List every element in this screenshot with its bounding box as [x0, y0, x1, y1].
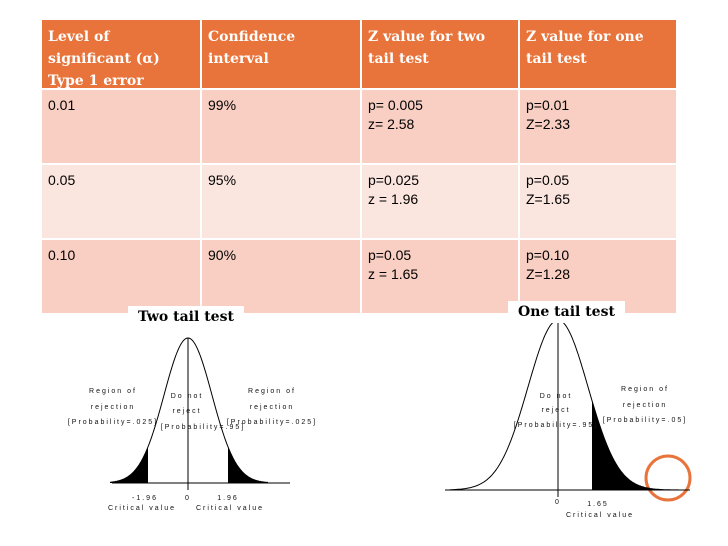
diagram-label: Critical value	[566, 512, 634, 519]
diagram-label: [Probability=.05]	[603, 417, 687, 424]
table-cell: Z value for two tail test	[362, 20, 520, 90]
table-row: Level of significant (α) Type 1 error Confi…	[42, 20, 678, 90]
cell-text: Level of	[48, 29, 110, 45]
diagram-label: [Probability=.95]	[514, 422, 598, 429]
diagram-label: rejection	[250, 404, 294, 411]
cell-text: Type 1 error	[48, 73, 144, 89]
diagram-label: 0	[185, 495, 191, 502]
diagram-label: Region of	[248, 388, 296, 395]
table-cell: p=0.01 Z=2.33	[520, 90, 678, 165]
cell-text: p=0.025	[368, 172, 419, 188]
diagram-label: Region of	[621, 386, 669, 393]
diagram-label: Do not	[540, 393, 573, 400]
cell-text: Z=2.33	[526, 116, 570, 132]
table-cell: 99%	[202, 90, 362, 165]
diagram-label: -1.96	[132, 495, 158, 502]
cell-text: 99%	[208, 97, 237, 113]
table-cell: Level of significant (α) Type 1 error	[42, 20, 202, 90]
cell-text: 90%	[208, 247, 237, 263]
diagram-label: reject	[172, 408, 201, 415]
cell-text: Z value for two	[368, 29, 486, 45]
table-cell: p=0.05 z = 1.65	[362, 240, 520, 315]
table-cell: 0.10	[42, 240, 202, 315]
cell-text: Z value for one	[526, 29, 644, 45]
cell-text: p= 0.005	[368, 97, 423, 113]
table-cell: p= 0.005 z= 2.58	[362, 90, 520, 165]
diagram-title: One tail test	[508, 301, 625, 323]
cell-text: z= 2.58	[368, 116, 415, 132]
cell-text: 0.01	[48, 97, 76, 113]
cell-text: tail test	[526, 51, 587, 67]
cell-text: p=0.10	[526, 247, 570, 263]
diagram-label: Critical value	[108, 505, 176, 512]
table-cell: 0.05	[42, 165, 202, 240]
table: Level of significant (α) Type 1 error Confi…	[42, 20, 678, 315]
table-cell: 95%	[202, 165, 362, 240]
diagram-label: 0	[555, 499, 561, 506]
diagram-label: rejection	[91, 404, 135, 411]
diagram-label: 1.96	[217, 495, 239, 502]
table-row: 0.05 95% p=0.025 z = 1.96 p=0.05 Z=1.65	[42, 165, 678, 240]
cell-text: 95%	[208, 172, 237, 188]
rejection-area	[592, 400, 680, 490]
diagram-label: Do not	[171, 393, 204, 400]
cell-text: 0.05	[48, 172, 76, 188]
table-cell: Confidence interval	[202, 20, 362, 90]
diagram-label: reject	[541, 407, 570, 414]
cell-text: Z=1.65	[526, 191, 570, 207]
cell-text: p=0.05	[526, 172, 570, 188]
diagram-label: rejection	[623, 402, 667, 409]
rejection-area	[228, 446, 268, 483]
cell-text: tail test	[368, 51, 429, 67]
diagram-label: [Probability=.025]	[68, 419, 158, 426]
table-row: 0.01 99% p= 0.005 z= 2.58 p=0.01 Z=2.33	[42, 90, 678, 165]
table-cell: Z value for one tail test	[520, 20, 678, 90]
diagram-label: Critical value	[196, 505, 264, 512]
cell-text: Confidence	[208, 29, 296, 45]
rejection-area	[110, 446, 148, 483]
cell-text: significant (α)	[48, 51, 160, 67]
diagram-label: 1.65	[587, 501, 609, 508]
diagram-label: [Probability=.95]	[161, 424, 245, 431]
diagram-label: Region of	[89, 388, 137, 395]
table-cell: p=0.025 z = 1.96	[362, 165, 520, 240]
diagram-title: Two tail test	[128, 306, 244, 328]
bell-curve	[450, 319, 680, 491]
cell-text: 0.10	[48, 247, 76, 263]
decor-circle	[644, 454, 692, 502]
cell-text: p=0.05	[368, 247, 412, 263]
cell-text: Z=1.28	[526, 266, 570, 282]
cell-text: interval	[208, 51, 269, 67]
table-cell: 0.01	[42, 90, 202, 165]
cell-text: z = 1.96	[368, 191, 419, 207]
cell-text: p=0.01	[526, 97, 570, 113]
diagram-label: [Probability=.025]	[227, 419, 317, 426]
table-cell: 90%	[202, 240, 362, 315]
cell-text: z = 1.65	[368, 266, 419, 282]
table-cell: p=0.05 Z=1.65	[520, 165, 678, 240]
